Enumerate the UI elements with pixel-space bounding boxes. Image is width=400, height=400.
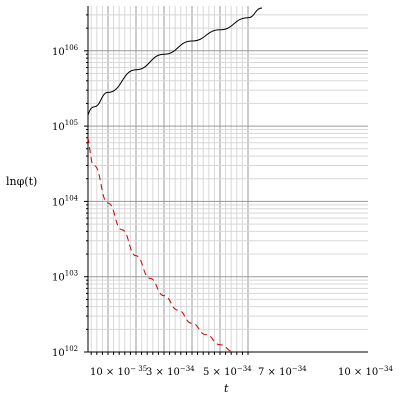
tick-labels: 10102 10103 10104 10105 10106 10 × 10− 353 × … (52, 44, 394, 378)
y-tick-label: 10104 (52, 194, 79, 208)
y-tick-label: 10102 (52, 345, 78, 359)
x-tick-label: 5 × 10−34 (203, 365, 252, 378)
x-axis-label: t (224, 382, 229, 395)
series-line-solid (88, 7, 263, 117)
x-tick-label: 7 × 10−34 (258, 365, 307, 378)
grid (88, 6, 368, 353)
y-tick-label: 10105 (52, 119, 78, 133)
x-tick-label: 3 × 10−34 (146, 365, 195, 378)
plot-frame (84, 6, 368, 355)
x-tick-label: 10 × 10− 35 (90, 365, 147, 378)
series-line-dashed (88, 136, 235, 352)
y-tick-label: 10103 (52, 270, 78, 284)
y-axis-label: lnφ(t) (6, 175, 37, 188)
series-layer (88, 7, 263, 352)
y-tick-label: 10106 (52, 44, 79, 58)
x-tick-label: 10 × 10−34 (338, 365, 394, 378)
